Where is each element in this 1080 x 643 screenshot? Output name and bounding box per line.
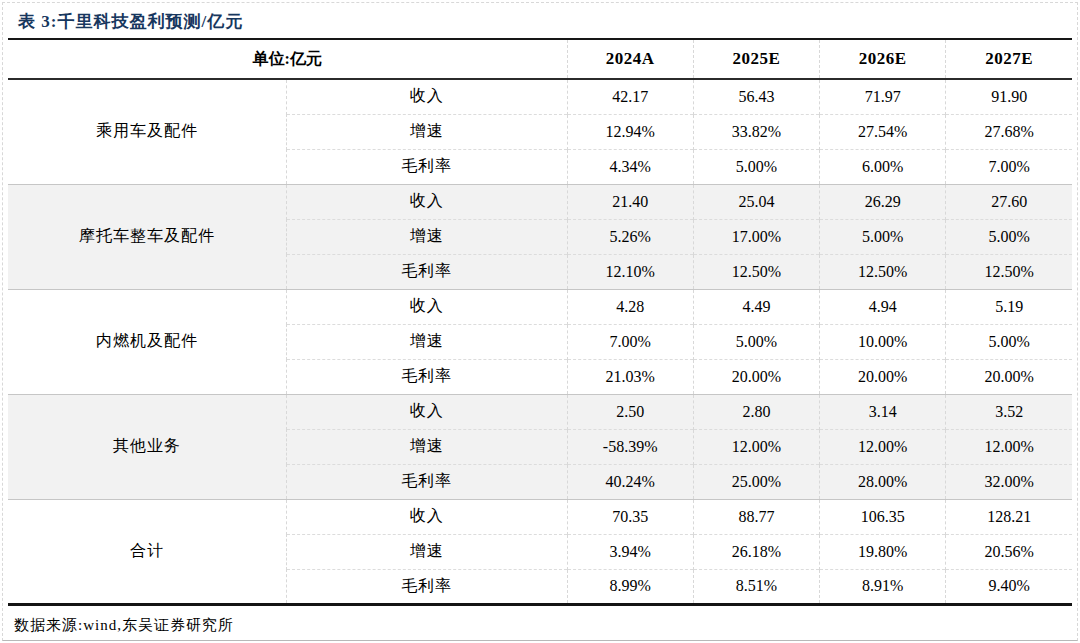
table-row: 摩托车整车及配件 收入 21.40 25.04 26.29 27.60 (8, 184, 1072, 219)
value-cell: 27.54% (820, 114, 946, 149)
value-cell: 2.50 (567, 394, 693, 429)
value-cell: 12.50% (946, 254, 1072, 289)
value-cell: 5.19 (946, 289, 1072, 324)
value-cell: 32.00% (946, 464, 1072, 499)
unit-header: 单位:亿元 (8, 40, 567, 79)
metric-label: 增速 (287, 219, 568, 254)
metric-label: 毛利率 (287, 464, 568, 499)
value-cell: 20.00% (946, 359, 1072, 394)
table-row: 合计 收入 70.35 88.77 106.35 128.21 (8, 499, 1072, 534)
value-cell: 10.00% (820, 324, 946, 359)
value-cell: 9.40% (946, 569, 1072, 604)
value-cell: 27.60 (946, 184, 1072, 219)
metric-label: 增速 (287, 324, 568, 359)
value-cell: 8.99% (567, 569, 693, 604)
value-cell: 12.94% (567, 114, 693, 149)
value-cell: 26.29 (820, 184, 946, 219)
table-title: 表 3:千里科技盈利预测/亿元 (8, 0, 1072, 40)
value-cell: 4.28 (567, 289, 693, 324)
value-cell: 42.17 (567, 79, 693, 114)
data-source-note: 数据来源:wind,东吴证券研究所 (8, 606, 1072, 635)
value-cell: 12.50% (693, 254, 819, 289)
metric-label: 增速 (287, 429, 568, 464)
value-cell: 71.97 (820, 79, 946, 114)
value-cell: 27.68% (946, 114, 1072, 149)
value-cell: 88.77 (693, 499, 819, 534)
profit-forecast-table: 单位:亿元 2024A 2025E 2026E 2027E 乘用车及配件 收入 … (8, 40, 1072, 606)
value-cell: 12.00% (693, 429, 819, 464)
value-cell: 12.00% (820, 429, 946, 464)
table-header-row: 单位:亿元 2024A 2025E 2026E 2027E (8, 40, 1072, 79)
value-cell: 128.21 (946, 499, 1072, 534)
value-cell: 25.04 (693, 184, 819, 219)
metric-label: 毛利率 (287, 569, 568, 604)
value-cell: 106.35 (820, 499, 946, 534)
value-cell: 3.14 (820, 394, 946, 429)
value-cell: 2.80 (693, 394, 819, 429)
value-cell: 8.51% (693, 569, 819, 604)
group-name: 摩托车整车及配件 (8, 184, 287, 289)
report-table-sheet: 表 3:千里科技盈利预测/亿元 单位:亿元 2024A 2025E 2026E … (0, 0, 1080, 635)
value-cell: 12.00% (946, 429, 1072, 464)
value-cell: 91.90 (946, 79, 1072, 114)
value-cell: 21.40 (567, 184, 693, 219)
metric-label: 收入 (287, 499, 568, 534)
value-cell: 70.35 (567, 499, 693, 534)
value-cell: 3.52 (946, 394, 1072, 429)
metric-label: 增速 (287, 114, 568, 149)
metric-label: 收入 (287, 289, 568, 324)
value-cell: 7.00% (567, 324, 693, 359)
table-row: 其他业务 收入 2.50 2.80 3.14 3.52 (8, 394, 1072, 429)
column-header-2027e: 2027E (946, 40, 1072, 79)
value-cell: 7.00% (946, 149, 1072, 184)
group-name: 乘用车及配件 (8, 79, 287, 184)
value-cell: 20.00% (693, 359, 819, 394)
value-cell: 20.00% (820, 359, 946, 394)
value-cell: 8.91% (820, 569, 946, 604)
metric-label: 收入 (287, 79, 568, 114)
value-cell: 25.00% (693, 464, 819, 499)
value-cell: 40.24% (567, 464, 693, 499)
value-cell: 12.10% (567, 254, 693, 289)
table-row: 内燃机及配件 收入 4.28 4.49 4.94 5.19 (8, 289, 1072, 324)
value-cell: 56.43 (693, 79, 819, 114)
value-cell: 6.00% (820, 149, 946, 184)
value-cell: 4.49 (693, 289, 819, 324)
group-name: 合计 (8, 499, 287, 604)
value-cell: 21.03% (567, 359, 693, 394)
value-cell: 28.00% (820, 464, 946, 499)
metric-label: 毛利率 (287, 149, 568, 184)
column-header-2025e: 2025E (693, 40, 819, 79)
metric-label: 收入 (287, 394, 568, 429)
value-cell: 4.34% (567, 149, 693, 184)
metric-label: 毛利率 (287, 254, 568, 289)
group-name: 其他业务 (8, 394, 287, 499)
value-cell: 20.56% (946, 534, 1072, 569)
value-cell: 26.18% (693, 534, 819, 569)
value-cell: 5.26% (567, 219, 693, 254)
value-cell: 5.00% (693, 324, 819, 359)
group-name: 内燃机及配件 (8, 289, 287, 394)
value-cell: -58.39% (567, 429, 693, 464)
value-cell: 5.00% (693, 149, 819, 184)
column-header-2024a: 2024A (567, 40, 693, 79)
value-cell: 4.94 (820, 289, 946, 324)
value-cell: 3.94% (567, 534, 693, 569)
value-cell: 33.82% (693, 114, 819, 149)
value-cell: 17.00% (693, 219, 819, 254)
value-cell: 5.00% (820, 219, 946, 254)
metric-label: 收入 (287, 184, 568, 219)
metric-label: 增速 (287, 534, 568, 569)
value-cell: 5.00% (946, 324, 1072, 359)
value-cell: 19.80% (820, 534, 946, 569)
metric-label: 毛利率 (287, 359, 568, 394)
value-cell: 5.00% (946, 219, 1072, 254)
column-header-2026e: 2026E (820, 40, 946, 79)
table-row: 乘用车及配件 收入 42.17 56.43 71.97 91.90 (8, 79, 1072, 114)
value-cell: 12.50% (820, 254, 946, 289)
